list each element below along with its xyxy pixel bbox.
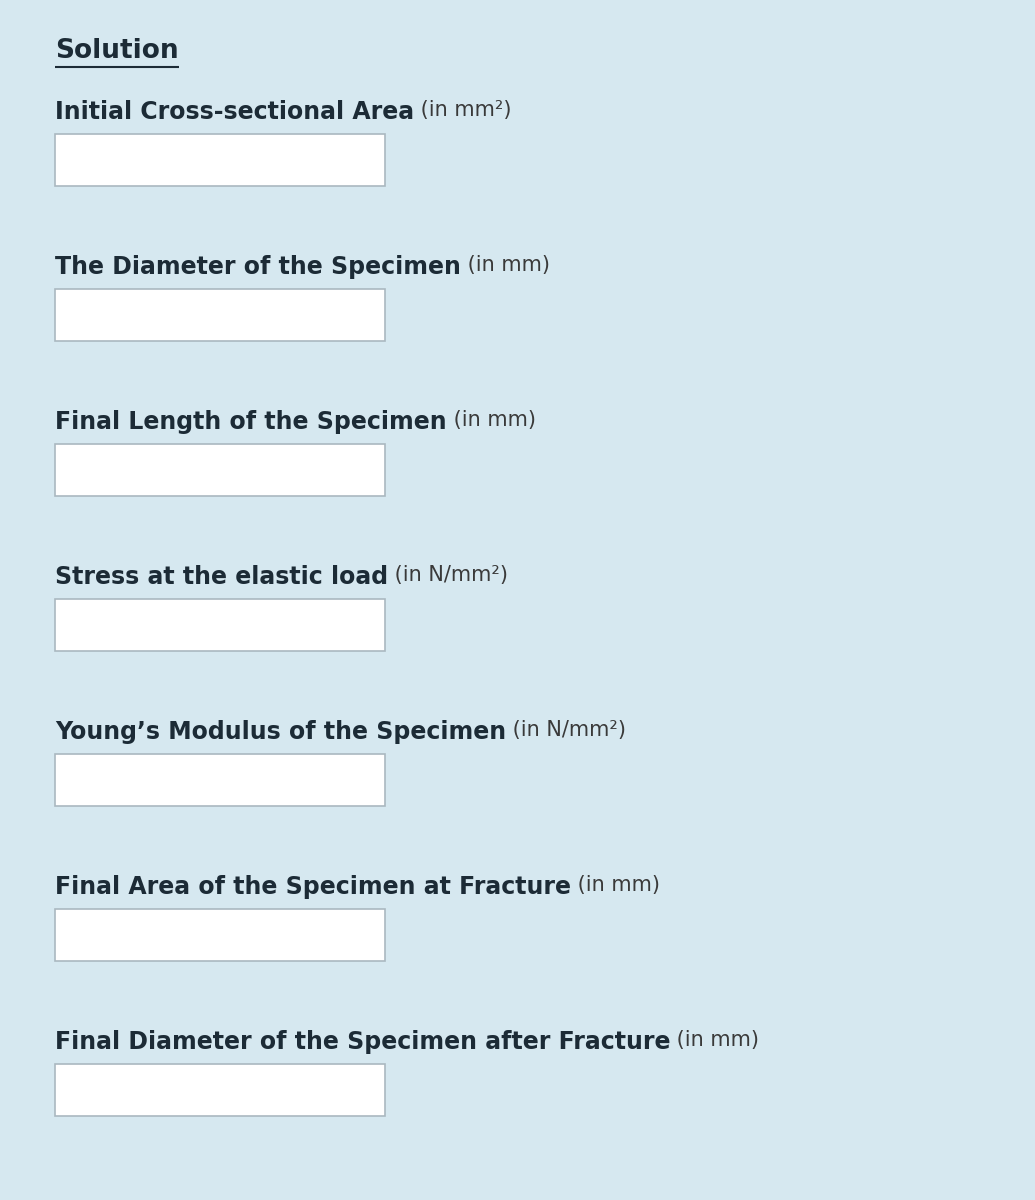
Text: Initial Cross-sectional Area: Initial Cross-sectional Area	[55, 100, 414, 124]
Text: Young’s Modulus of the Specimen: Young’s Modulus of the Specimen	[55, 720, 506, 744]
Text: Final Diameter of the Specimen after Fracture: Final Diameter of the Specimen after Fra…	[55, 1030, 671, 1054]
Text: Final Length of the Specimen: Final Length of the Specimen	[55, 410, 447, 434]
Text: (in mm): (in mm)	[571, 875, 660, 895]
Text: Final Area of the Specimen at Fracture: Final Area of the Specimen at Fracture	[55, 875, 571, 899]
FancyBboxPatch shape	[55, 289, 385, 341]
Text: (in mm²): (in mm²)	[414, 100, 511, 120]
FancyBboxPatch shape	[55, 910, 385, 961]
Text: (in mm): (in mm)	[461, 254, 550, 275]
Text: The Diameter of the Specimen: The Diameter of the Specimen	[55, 254, 461, 278]
Text: Stress at the elastic load: Stress at the elastic load	[55, 565, 388, 589]
FancyBboxPatch shape	[55, 134, 385, 186]
FancyBboxPatch shape	[55, 754, 385, 806]
Text: (in N/mm²): (in N/mm²)	[506, 720, 626, 740]
FancyBboxPatch shape	[55, 444, 385, 496]
FancyBboxPatch shape	[55, 1064, 385, 1116]
Text: Solution: Solution	[55, 38, 179, 64]
Text: (in mm): (in mm)	[447, 410, 536, 430]
FancyBboxPatch shape	[55, 599, 385, 650]
Text: (in mm): (in mm)	[671, 1030, 760, 1050]
Text: (in N/mm²): (in N/mm²)	[388, 565, 508, 584]
